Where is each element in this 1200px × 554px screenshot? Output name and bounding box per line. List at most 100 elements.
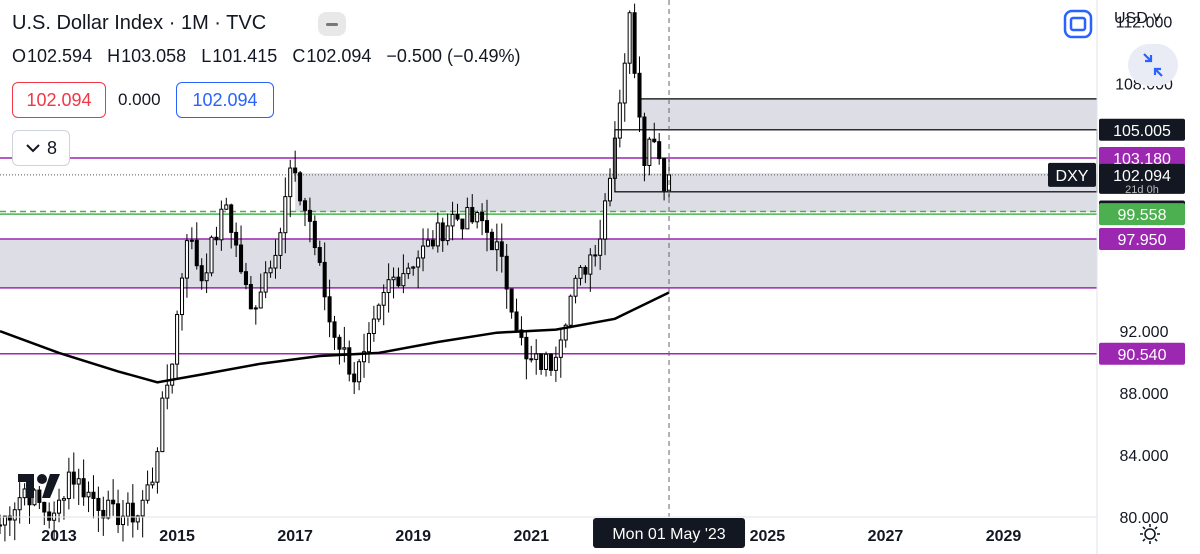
candle-body — [391, 276, 396, 281]
indicators-count: 8 — [46, 137, 57, 158]
y-tick-label: 92.000 — [1120, 324, 1169, 341]
axes: 80.00084.00088.00092.000108.000112.00020… — [0, 0, 1173, 554]
symbol-title[interactable]: U.S. Dollar Index · 1M · TVC — [12, 12, 267, 34]
candle-body — [234, 231, 239, 246]
collapse-header-button[interactable] — [318, 12, 346, 36]
candle-body — [37, 489, 42, 503]
chevron-down-icon — [26, 144, 40, 153]
candle-body — [2, 515, 7, 526]
candle-body — [17, 497, 22, 511]
countdown-label: 21d 0h — [1125, 184, 1159, 196]
candle-body — [145, 484, 150, 501]
candle-body — [347, 347, 352, 375]
zone-0 — [295, 173, 1097, 212]
candle-body — [529, 358, 534, 361]
high-key: H — [107, 46, 121, 66]
candle-body — [401, 273, 406, 287]
open-key: O — [12, 46, 27, 66]
minus-icon — [326, 22, 338, 26]
candle-body — [430, 239, 435, 247]
price-label-4: 99.558 — [1118, 207, 1167, 224]
x-tick-label: 2021 — [513, 528, 549, 545]
candle-body — [317, 247, 322, 263]
candle-body — [637, 72, 642, 118]
y-tick-label: 84.000 — [1120, 448, 1169, 465]
candle-body — [465, 207, 470, 230]
candle-body — [170, 363, 175, 386]
x-tick-label: 2015 — [159, 528, 195, 545]
candle-body — [116, 503, 121, 526]
price-label-box-6 — [1099, 342, 1185, 365]
candle-body — [76, 478, 81, 485]
candle-body — [12, 509, 17, 521]
candle-body — [652, 138, 657, 143]
candle-body — [568, 295, 573, 326]
candle-body — [302, 200, 308, 211]
candle-body — [662, 158, 667, 192]
price-label-0: 105.005 — [1113, 123, 1171, 140]
sell-button[interactable]: 102.094 — [12, 82, 106, 118]
candle-body — [514, 311, 519, 331]
currency-selector[interactable]: USD ˅ — [1114, 10, 1162, 27]
shrink-icon[interactable] — [1128, 44, 1178, 86]
candle-body — [189, 239, 194, 242]
candle-body — [298, 172, 303, 202]
y-tick-label: 88.000 — [1120, 386, 1169, 403]
zone-2 — [639, 98, 1097, 130]
indicators-toggle[interactable]: 8 — [12, 130, 70, 166]
price-label-box-5 — [1099, 228, 1185, 251]
candle-body — [421, 245, 426, 259]
candle-body — [494, 241, 499, 251]
candle-body — [480, 212, 485, 222]
candle-body — [243, 271, 248, 286]
crosshair-date-box — [593, 518, 746, 548]
candle-body — [544, 353, 549, 370]
candle-body — [381, 292, 386, 306]
candle-body — [293, 167, 298, 174]
candle-body — [470, 207, 475, 223]
candle-body — [657, 141, 662, 160]
candle-body — [248, 284, 253, 310]
candle-body — [647, 138, 652, 166]
spread-value: 0.000 — [118, 90, 161, 109]
x-tick-label: 2019 — [395, 528, 431, 545]
price-label-box-4 — [1099, 203, 1185, 226]
candle-body — [425, 239, 431, 247]
candle-body — [199, 265, 204, 282]
candle-body — [307, 209, 312, 222]
fullscreen-icon[interactable] — [1062, 8, 1094, 40]
price-label-box-2 — [1099, 163, 1185, 194]
ohlc-row: O102.594 H103.058 L101.415 C102.094 −0.5… — [12, 46, 531, 67]
candle-body — [91, 491, 96, 499]
candle-body — [371, 318, 376, 335]
candle-body — [563, 324, 568, 341]
candle-body — [509, 288, 514, 313]
candle-body — [622, 62, 627, 104]
candle-body — [214, 236, 219, 241]
candle-body — [258, 291, 263, 309]
candle-body — [406, 267, 411, 275]
candle-body — [475, 212, 480, 223]
candle-body — [253, 307, 258, 310]
candle-body — [386, 279, 391, 294]
chart-header: U.S. Dollar Index · 1M · TVC — [12, 12, 266, 35]
tradingview-logo-icon — [18, 474, 60, 498]
candle-body — [603, 200, 608, 240]
gear-icon[interactable] — [1138, 522, 1162, 546]
candle-body — [209, 236, 214, 274]
candle-body — [558, 339, 563, 358]
candle-body — [460, 218, 465, 230]
candle-body — [57, 499, 62, 514]
x-tick-label: 2025 — [750, 528, 786, 545]
candle-body — [376, 304, 381, 320]
candle-body — [411, 266, 416, 269]
candle-body — [312, 220, 317, 249]
candle-body — [140, 499, 145, 517]
candle-body — [573, 277, 578, 297]
high-value: 103.058 — [121, 46, 187, 66]
candle-body — [588, 254, 593, 275]
buy-button[interactable]: 102.094 — [176, 82, 274, 118]
candle-body — [607, 177, 613, 202]
